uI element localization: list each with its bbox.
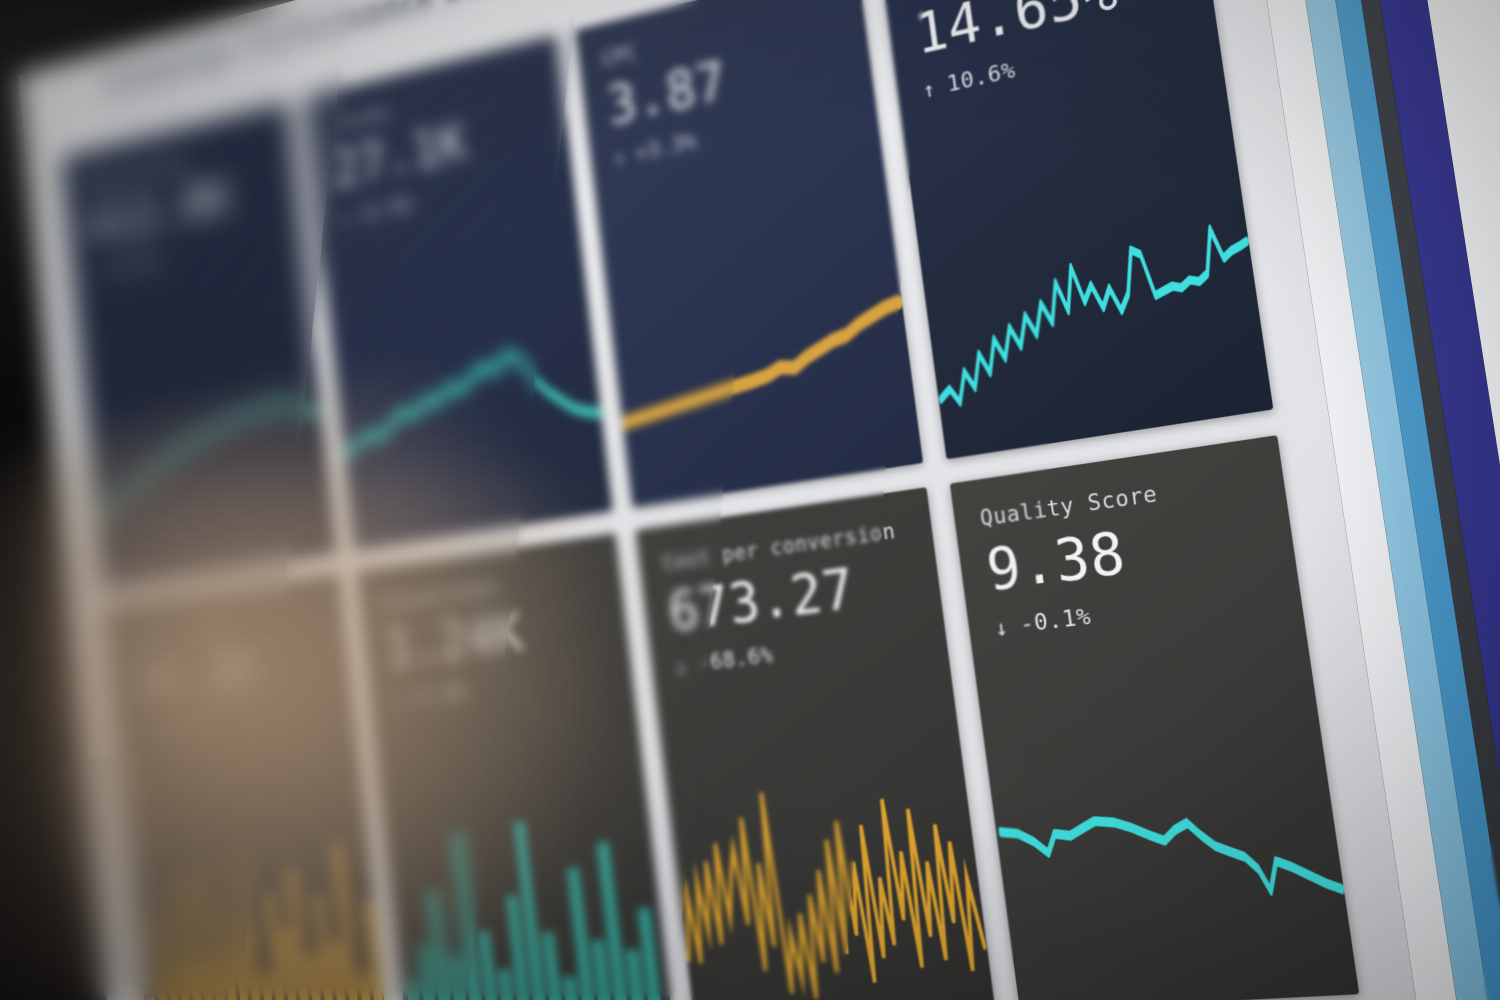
- kpi-card-impressions[interactable]: Impressions 412.8K ↑ +4.2%: [62, 102, 336, 589]
- kpi-card-quality-score[interactable]: Quality Score 9.38 ↓ -0.1%: [949, 435, 1360, 1000]
- sparkline-total-spend: [129, 825, 388, 1000]
- trend-up-icon: ↑: [390, 688, 404, 713]
- kpi-delta-value: 10.6%: [945, 57, 1017, 98]
- dashboard-page: Campaign Performance Dashboard Last 30 d…: [18, 0, 1427, 1000]
- kpi-delta-value: +2.9%: [357, 192, 414, 228]
- kpi-value: 9.38: [982, 518, 1130, 604]
- kpi-delta-value: -68.6%: [696, 642, 775, 677]
- kpi-delta: ↑ 10.6%: [921, 19, 1191, 103]
- sparkline-cost-per-conversion: [668, 768, 996, 1000]
- sparkline-quality-score: [987, 734, 1359, 1000]
- kpi-delta-value: +3.3%: [634, 129, 698, 167]
- trend-up-icon: ↑: [612, 145, 627, 171]
- trend-down-icon: ↓: [674, 653, 689, 679]
- sparkline-impressions: [85, 343, 336, 588]
- kpi-delta: ↓ -0.1%: [993, 582, 1273, 642]
- kpi-card-cost-per-conversion[interactable]: Cost per conversion 673.27 ↓ -68.6%: [635, 487, 996, 1000]
- kpi-delta-value: +4.2%: [108, 249, 159, 282]
- kpi-card-ctr[interactable]: CTR 14.65% ↑ 10.6%: [878, 0, 1274, 460]
- sparkline-ctr: [915, 161, 1273, 459]
- monitor-panel: Campaign Performance Dashboard Last 30 d…: [18, 0, 1500, 1000]
- trend-up-icon: ↑: [90, 262, 103, 286]
- kpi-delta-value: +6.1%: [153, 712, 206, 741]
- kpi-card-cpc[interactable]: CPC 3.87 ↑ +3.3%: [575, 0, 923, 508]
- trend-up-icon: ↑: [337, 207, 351, 231]
- trend-down-icon: ↓: [993, 614, 1010, 641]
- trend-up-icon: ↑: [135, 720, 148, 743]
- kpi-delta-value: -0.1%: [1018, 603, 1093, 639]
- sparkline-conversions: [384, 798, 674, 1000]
- kpi-card-total-spend[interactable]: Total spend 18.2K ↑ +6.1%: [106, 574, 389, 1000]
- kpi-delta-value: +7.8%: [410, 680, 469, 711]
- kpi-card-grid: Impressions 412.8K ↑ +4.2%: [62, 0, 1360, 1000]
- kpi-card-conversions[interactable]: Conversions 1.24K ↑ +7.8%: [356, 533, 674, 1000]
- kpi-label: Quality Score: [978, 481, 1159, 532]
- trend-up-icon: ↑: [921, 76, 938, 103]
- kpi-value: 14.65%: [911, 0, 1122, 67]
- kpi-card-clicks[interactable]: Clicks 27.1K ↑ +2.9%: [305, 35, 613, 550]
- sparkline-cpc: [607, 229, 923, 507]
- sparkline-clicks: [331, 290, 612, 550]
